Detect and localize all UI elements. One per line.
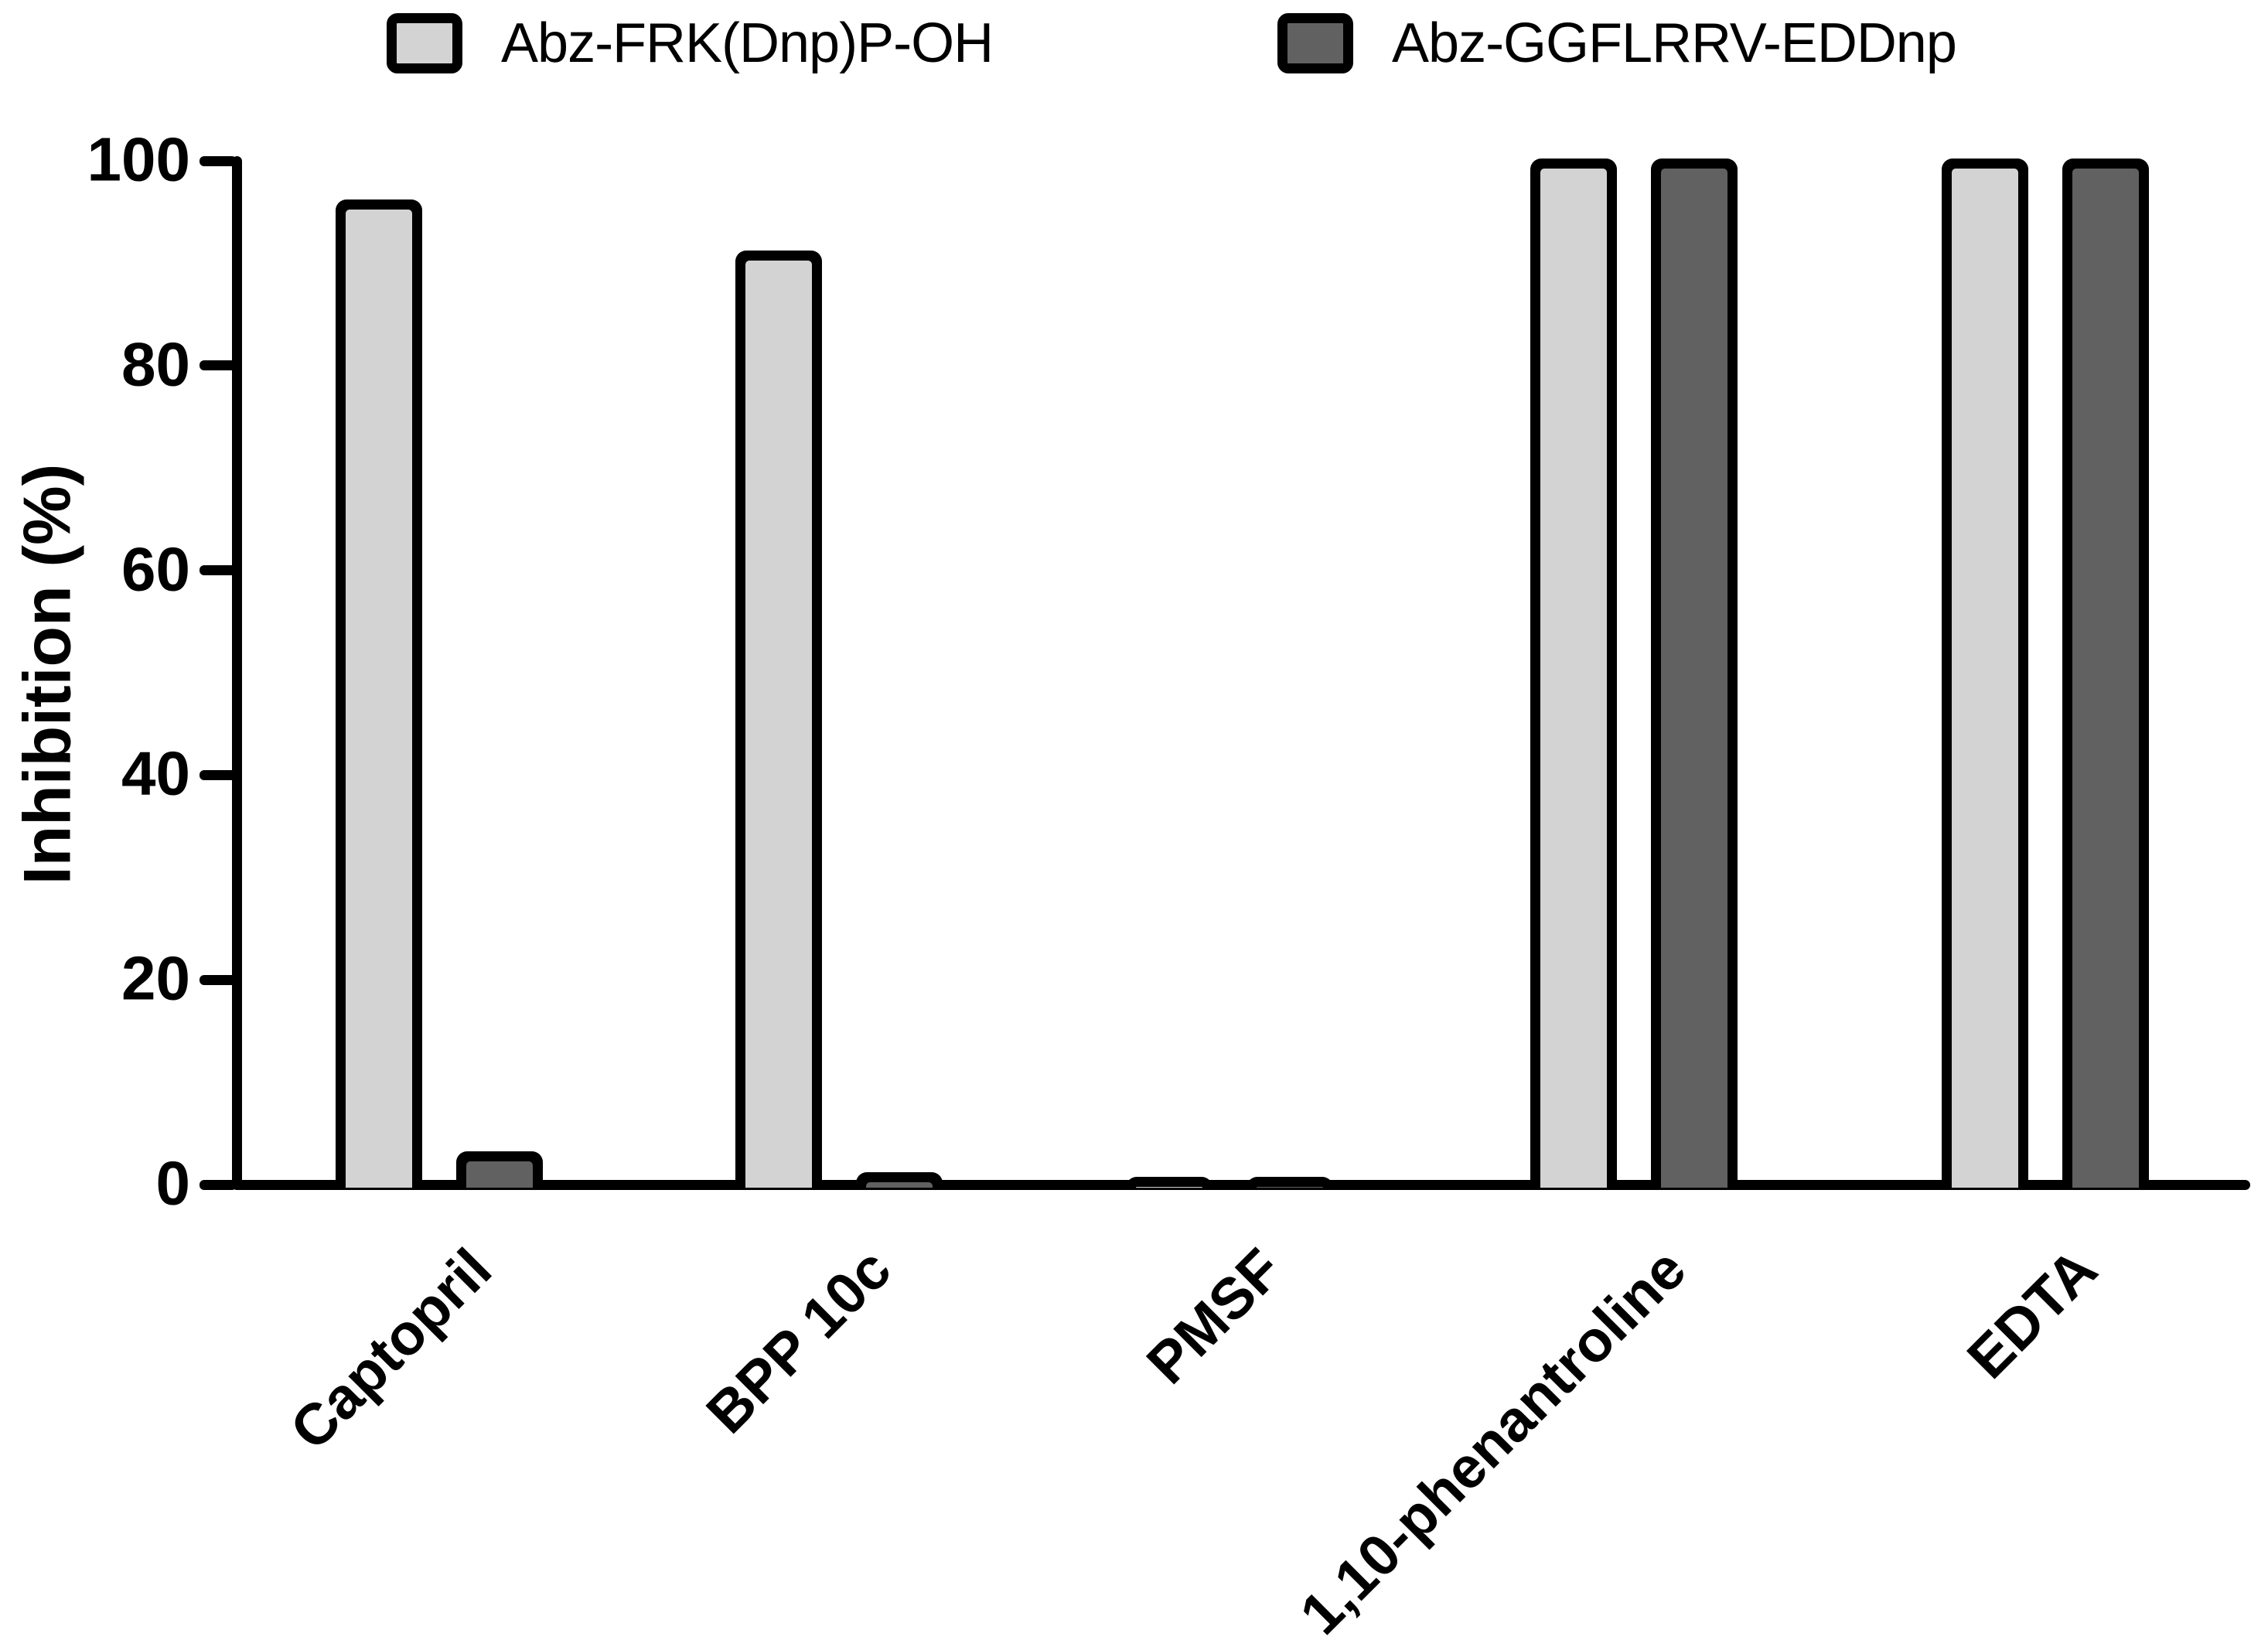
- bar-PMSF-light: [1126, 1177, 1212, 1188]
- bar-1,10-phenantroline-dark: [1651, 159, 1738, 1188]
- bar-Captopril-light: [336, 199, 422, 1188]
- bar-EDTA-dark: [2062, 159, 2149, 1188]
- legend-item-dark-series: Abz-GGFLRRV-EDDnp: [1277, 11, 1957, 76]
- y-tick-40: [199, 769, 237, 780]
- bar-PMSF-dark: [1247, 1177, 1333, 1188]
- x-category-label-BPP 10c: BPP 10c: [694, 1236, 903, 1446]
- y-tick-label-80: 80: [121, 329, 190, 399]
- legend-label-dark: Abz-GGFLRRV-EDDnp: [1392, 12, 1957, 74]
- bar-fill: [1136, 1187, 1202, 1188]
- y-tick-label-0: 0: [155, 1148, 191, 1218]
- y-axis-title: Inhibition (%): [10, 463, 85, 885]
- y-tick-label-100: 100: [87, 124, 190, 194]
- bar-fill: [1952, 169, 2018, 1188]
- y-tick-100: [199, 155, 237, 166]
- y-tick-label-20: 20: [121, 943, 190, 1013]
- bar-1,10-phenantroline-light: [1530, 159, 1617, 1188]
- legend-swatch-light: [387, 13, 462, 73]
- y-tick-label-60: 60: [121, 534, 190, 603]
- bar-fill: [1540, 169, 1607, 1188]
- bar-fill: [1257, 1187, 1323, 1188]
- legend-swatch-dark: [1277, 13, 1353, 73]
- bar-BPP 10c-light: [735, 251, 822, 1188]
- legend-item-light-series: Abz-FRK(Dnp)P-OH: [387, 11, 994, 76]
- y-tick-80: [199, 360, 237, 371]
- legend-label-light: Abz-FRK(Dnp)P-OH: [501, 12, 994, 74]
- y-tick-20: [199, 974, 237, 985]
- bar-fill: [466, 1161, 533, 1188]
- y-axis-line: [231, 155, 242, 1190]
- bar-EDTA-light: [1942, 159, 2028, 1188]
- bar-Captopril-dark: [456, 1151, 543, 1188]
- x-category-label-PMSF: PMSF: [1134, 1236, 1294, 1396]
- x-category-label-EDTA: EDTA: [1955, 1236, 2109, 1391]
- y-tick-label-40: 40: [121, 738, 190, 808]
- bar-fill: [866, 1182, 933, 1188]
- x-category-label-1,10-phenantroline: 1,10-phenantroline: [1287, 1236, 1698, 1640]
- bar-BPP 10c-dark: [856, 1172, 943, 1188]
- bar-fill: [346, 210, 412, 1188]
- bar-fill: [2072, 169, 2139, 1188]
- y-tick-60: [199, 565, 237, 576]
- y-tick-0: [199, 1179, 237, 1190]
- x-category-label-Captopril: Captopril: [277, 1236, 503, 1462]
- bar-fill: [1661, 169, 1727, 1188]
- bar-fill: [745, 261, 812, 1188]
